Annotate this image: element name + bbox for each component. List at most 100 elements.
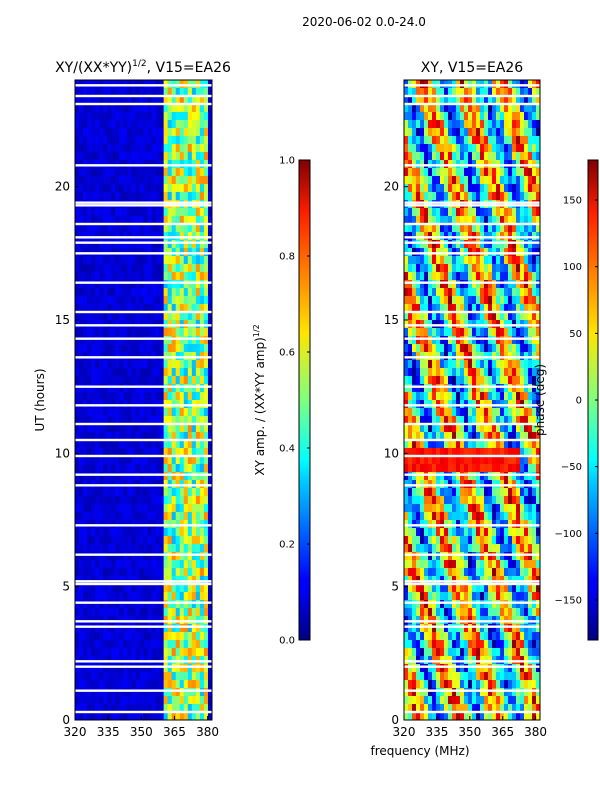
heatmap-cell (167, 280, 173, 289)
heatmap-cell (111, 272, 116, 281)
heatmap-cell (159, 416, 165, 425)
heatmap-cell (448, 208, 453, 217)
heatmap-cell (436, 552, 441, 561)
heatmap-cell (83, 344, 88, 353)
heatmap-cell (163, 608, 169, 617)
heatmap-cell (484, 392, 489, 401)
heatmap-cell (155, 552, 161, 561)
heatmap-cell (175, 456, 181, 465)
heatmap-cell (107, 712, 112, 721)
heatmap-cell (528, 496, 533, 505)
heatmap-cell (91, 112, 96, 121)
heatmap-cell (484, 376, 489, 385)
heatmap-cell (412, 240, 417, 249)
heatmap-cell (75, 384, 80, 393)
heatmap-cell (187, 440, 193, 449)
heatmap-cell (159, 296, 165, 305)
heatmap-cell (147, 336, 152, 345)
heatmap-cell (424, 368, 429, 377)
heatmap-cell (83, 272, 88, 281)
heatmap-cell (420, 88, 425, 97)
heatmap-cell (79, 336, 84, 345)
heatmap-cell (440, 336, 445, 345)
heatmap-cell (504, 392, 509, 401)
heatmap-cell (412, 392, 417, 401)
heatmap-cell (408, 392, 413, 401)
heatmap-cell (75, 496, 80, 505)
heatmap-cell (468, 312, 473, 321)
heatmap-cell (460, 112, 465, 121)
heatmap-cell (504, 256, 509, 265)
heatmap-cell (496, 168, 501, 177)
heatmap-cell (424, 440, 429, 449)
heatmap-cell (512, 336, 517, 345)
heatmap-cell (75, 648, 80, 657)
heatmap-cell (444, 408, 449, 417)
heatmap-cell (440, 88, 445, 97)
heatmap-cell (107, 672, 112, 681)
heatmap-cell (432, 560, 437, 569)
heatmap-cell (460, 312, 465, 321)
heatmap-cell (115, 592, 120, 601)
heatmap-cell (408, 168, 413, 177)
heatmap-cell (95, 184, 100, 193)
heatmap-cell (488, 536, 493, 545)
heatmap-cell (139, 112, 144, 121)
heatmap-cell (79, 304, 84, 313)
heatmap-cell (171, 512, 177, 521)
heatmap-cell (424, 112, 429, 121)
heatmap-cell (195, 696, 201, 705)
heatmap-cell (452, 256, 457, 265)
heatmap-cell (159, 592, 165, 601)
heatmap-cell (492, 120, 497, 129)
heatmap-cell (468, 408, 473, 417)
heatmap-cell (171, 408, 177, 417)
heatmap-cell (91, 536, 96, 545)
heatmap-cell (83, 456, 88, 465)
heatmap-cell (187, 376, 193, 385)
heatmap-cell (119, 648, 124, 657)
heatmap-cell (404, 552, 409, 561)
heatmap-cell (131, 704, 136, 713)
heatmap-cell (179, 128, 185, 137)
heatmap-cell (159, 672, 165, 681)
heatmap-cell (508, 424, 513, 433)
heatmap-cell (139, 328, 144, 337)
heatmap-cell (528, 296, 533, 305)
heatmap-cell (460, 424, 465, 433)
heatmap-cell (468, 360, 473, 369)
heatmap-cell (111, 112, 116, 121)
heatmap-cell (195, 488, 201, 497)
heatmap-cell (488, 120, 493, 129)
heatmap-cell (151, 208, 156, 217)
heatmap-cell (123, 552, 128, 561)
heatmap-cell (179, 568, 185, 577)
heatmap-cell (115, 608, 120, 617)
heatmap-cell (147, 392, 152, 401)
heatmap-cell (203, 664, 209, 673)
heatmap-cell (119, 512, 124, 521)
heatmap-cell (436, 496, 441, 505)
heatmap-cell (163, 648, 169, 657)
heatmap-cell (187, 96, 193, 105)
heatmap-cell (179, 272, 185, 281)
heatmap-cell (468, 136, 473, 145)
heatmap-cell (460, 488, 465, 497)
heatmap-cell (91, 568, 96, 577)
heatmap-cell (123, 96, 128, 105)
heatmap-cell (536, 496, 541, 505)
heatmap-cell (512, 288, 517, 297)
heatmap-cell (416, 496, 421, 505)
heatmap-cell (472, 288, 477, 297)
heatmap-cell (199, 568, 205, 577)
heatmap-cell (147, 368, 152, 377)
heatmap-cell (99, 544, 104, 553)
heatmap-cell (524, 376, 529, 385)
heatmap-cell (428, 504, 433, 513)
heatmap-cell (75, 552, 80, 561)
heatmap-cell (143, 536, 148, 545)
heatmap-cell (195, 440, 201, 449)
heatmap-cell (167, 128, 173, 137)
heatmap-cell (464, 512, 469, 521)
heatmap-cell (167, 416, 173, 425)
